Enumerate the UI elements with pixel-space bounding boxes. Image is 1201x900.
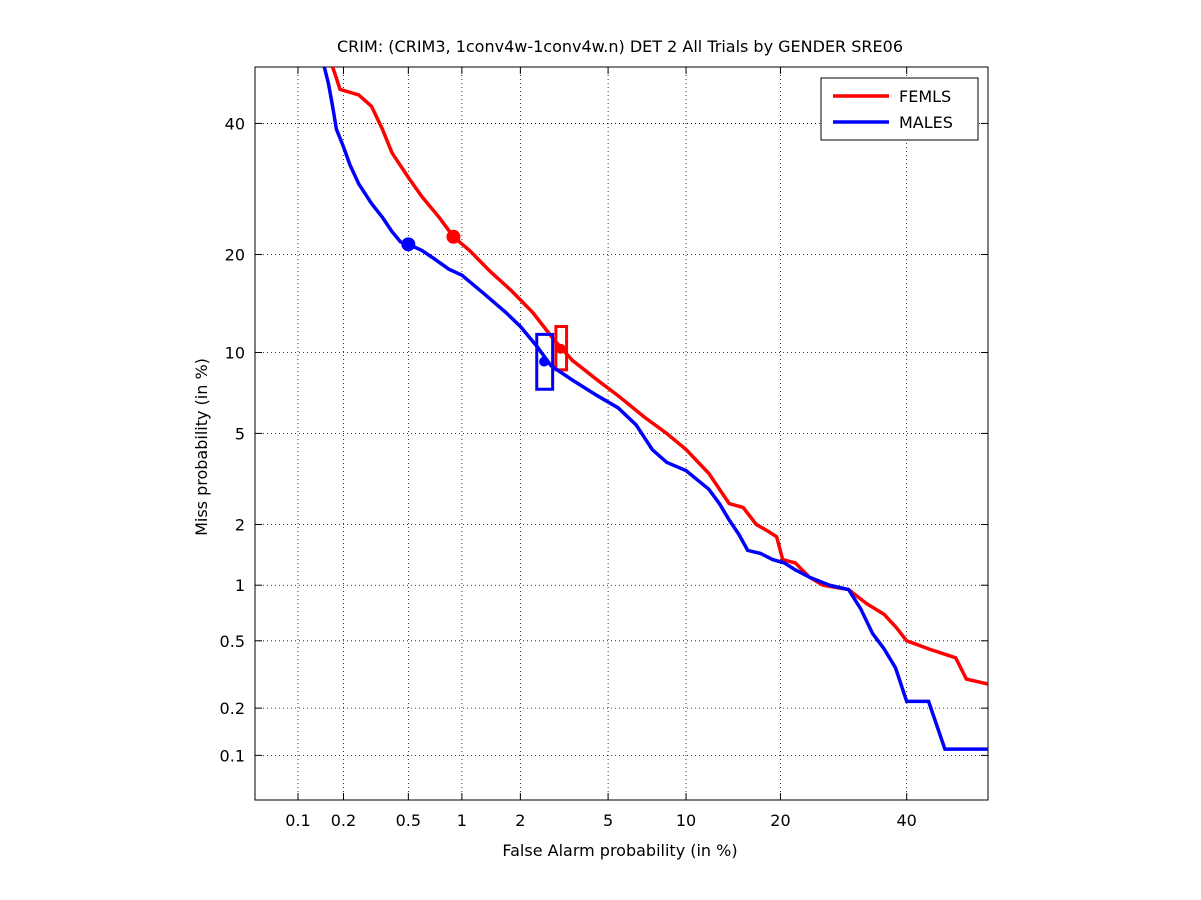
x-tick-label: 20: [770, 811, 790, 830]
x-tick-label: 10: [676, 811, 696, 830]
y-tick-label: 0.1: [220, 746, 245, 765]
min-box-males: [535, 332, 555, 391]
min-point-males: [539, 356, 550, 367]
series-line-femls: [330, 67, 988, 686]
series-line-males: [322, 67, 988, 751]
actual-point-males: [401, 237, 416, 252]
x-tick-label: 0.5: [396, 811, 421, 830]
y-axis-label: Miss probability (in %): [192, 358, 211, 536]
y-axis: 0.1 0.2 0.5 1 2 5 10 20 40: [220, 114, 988, 765]
x-tick-label: 0.2: [331, 811, 356, 830]
x-axis-label: False Alarm probability (in %): [502, 841, 737, 860]
y-tick-label: 10: [225, 343, 245, 362]
x-tick-label: 5: [603, 811, 613, 830]
y-tick-label: 0.5: [220, 632, 245, 651]
legend: FEMLS MALES: [820, 77, 979, 141]
y-tick-label: 5: [235, 424, 245, 443]
y-tick-label: 1: [235, 576, 245, 595]
chart-title: CRIM: (CRIM3, 1conv4w-1conv4w.n) DET 2 A…: [337, 37, 903, 56]
y-tick-label: 2: [235, 515, 245, 534]
x-tick-label: 1: [457, 811, 467, 830]
legend-label-males: MALES: [899, 113, 953, 132]
y-tick-label: 0.2: [220, 699, 245, 718]
actual-point-femls: [446, 229, 461, 244]
legend-box: [820, 77, 979, 141]
x-tick-label: 2: [515, 811, 525, 830]
series-layer: [322, 67, 988, 751]
y-tick-label: 20: [225, 245, 245, 264]
x-tick-label: 40: [896, 811, 916, 830]
min-point-femls: [555, 343, 566, 354]
legend-label-femls: FEMLS: [899, 87, 951, 106]
x-tick-label: 0.1: [285, 811, 310, 830]
x-axis: 0.1 0.2 0.5 1 2 5 10 20 40: [285, 67, 917, 830]
y-tick-label: 40: [225, 114, 245, 133]
